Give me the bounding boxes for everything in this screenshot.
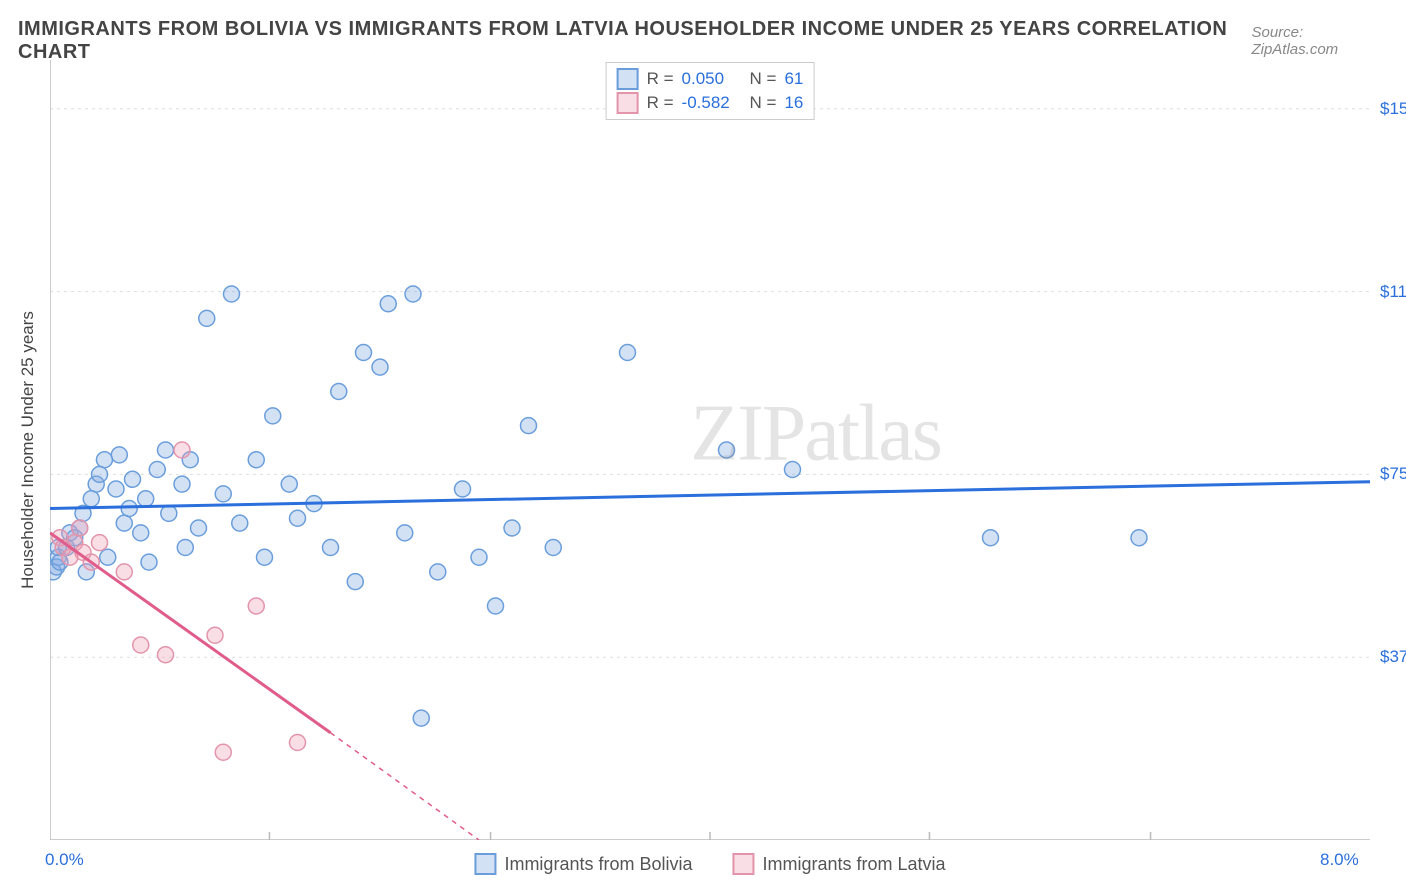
legend-r-label: R = — [647, 93, 674, 113]
legend-r-label: R = — [647, 69, 674, 89]
legend-r-value: -0.582 — [682, 93, 742, 113]
legend-series: Immigrants from Bolivia Immigrants from L… — [474, 853, 945, 875]
scatter-plot — [50, 60, 1370, 840]
x-tick-label: 8.0% — [1320, 850, 1359, 870]
legend-series-name: Immigrants from Bolivia — [504, 854, 692, 875]
y-tick-label: $37,500 — [1380, 647, 1406, 667]
y-tick-label: $112,500 — [1380, 282, 1406, 302]
legend-swatch-icon — [617, 92, 639, 114]
legend-swatch-icon — [732, 853, 754, 875]
legend-series-item: Immigrants from Latvia — [732, 853, 945, 875]
legend-n-value: 61 — [784, 69, 803, 89]
legend-swatch-icon — [617, 68, 639, 90]
y-tick-label: $75,000 — [1380, 464, 1406, 484]
y-axis-ticks: $37,500 $75,000 $112,500 $150,000 — [1380, 60, 1406, 840]
legend-n-label: N = — [750, 93, 777, 113]
source-label: Source: ZipAtlas.com — [1251, 24, 1388, 58]
y-axis-label: Householder Income Under 25 years — [18, 311, 38, 589]
chart-area: Householder Income Under 25 years ZIPatl… — [50, 60, 1370, 840]
legend-row: R = -0.582 N = 16 — [617, 91, 804, 115]
title-bar: IMMIGRANTS FROM BOLIVIA VS IMMIGRANTS FR… — [18, 18, 1388, 64]
legend-r-value: 0.050 — [682, 69, 742, 89]
legend-correlation: R = 0.050 N = 61 R = -0.582 N = 16 — [606, 62, 815, 120]
y-tick-label: $150,000 — [1380, 99, 1406, 119]
legend-series-item: Immigrants from Bolivia — [474, 853, 692, 875]
chart-title: IMMIGRANTS FROM BOLIVIA VS IMMIGRANTS FR… — [18, 18, 1251, 64]
legend-n-value: 16 — [784, 93, 803, 113]
legend-n-label: N = — [750, 69, 777, 89]
x-tick-label: 0.0% — [45, 850, 84, 870]
legend-series-name: Immigrants from Latvia — [762, 854, 945, 875]
legend-row: R = 0.050 N = 61 — [617, 67, 804, 91]
legend-swatch-icon — [474, 853, 496, 875]
